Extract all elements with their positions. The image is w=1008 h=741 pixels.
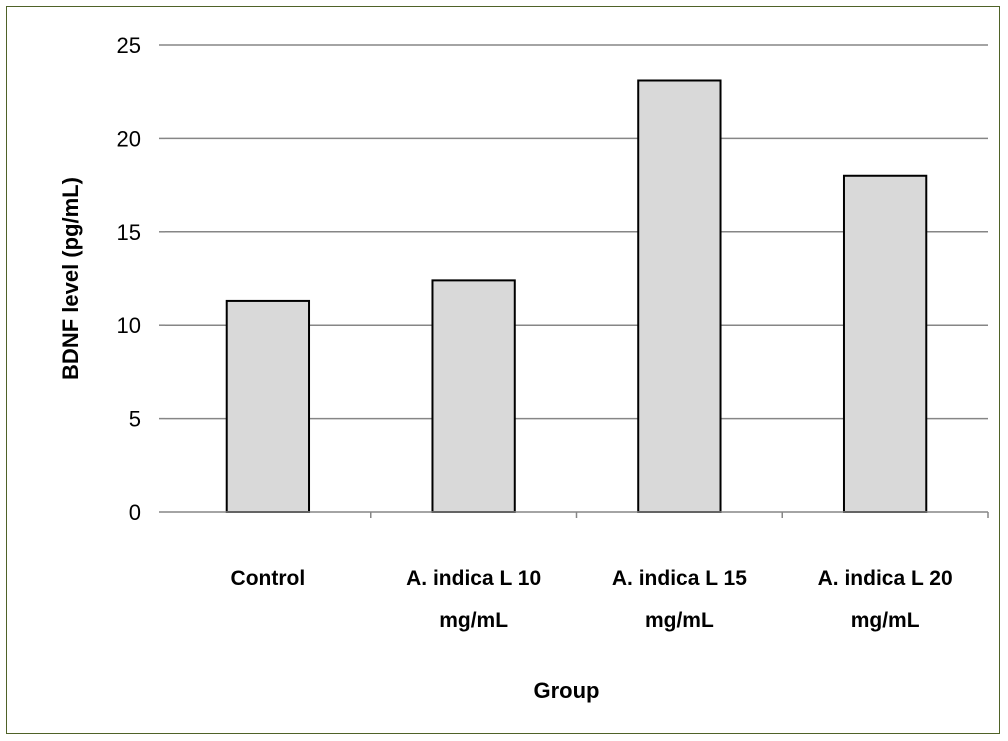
- x-tick-label: A. indica L 20 mg/mL: [818, 567, 953, 632]
- y-tick-label: 15: [117, 220, 141, 245]
- y-tick-label: 25: [117, 33, 141, 58]
- x-tick-label: Control: [231, 567, 306, 590]
- bar: [842, 174, 928, 513]
- x-tick-label: A. indica L 15 mg/mL: [612, 567, 747, 632]
- y-tick-label: 20: [117, 126, 141, 151]
- y-tick-label: 10: [117, 313, 141, 338]
- y-axis-title: BDNF level (pg/mL): [58, 177, 83, 380]
- bar: [431, 279, 516, 514]
- y-tick-label: 0: [129, 500, 141, 525]
- x-axis-title: Group: [534, 678, 600, 703]
- bar: [225, 299, 311, 513]
- y-tick-labels: 0 5 10 15 20 25: [117, 33, 141, 525]
- x-tick-labels: Control A. indica L 10 mg/mL A. indica L 15…: [231, 567, 953, 632]
- y-tick-label: 5: [129, 407, 141, 432]
- bars: [225, 79, 989, 518]
- x-tick-label: A. indica L 10 mg/mL: [406, 567, 541, 632]
- bar: [637, 79, 722, 513]
